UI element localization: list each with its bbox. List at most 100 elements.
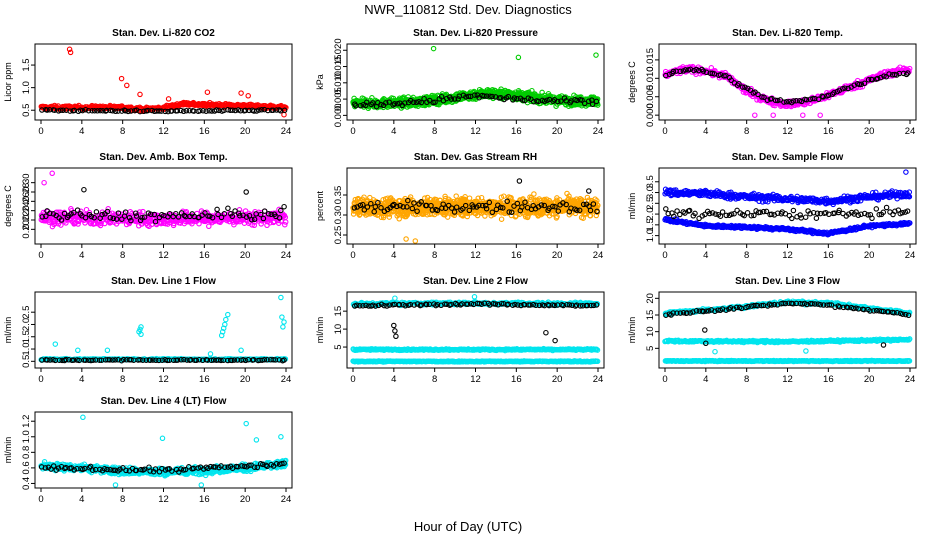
points [350, 178, 601, 244]
data-point [180, 108, 187, 115]
data-point [421, 95, 427, 102]
data-point [119, 108, 125, 114]
x-tick-label: 0 [662, 250, 667, 261]
x-tick-label: 16 [199, 126, 210, 137]
y-axis-label: ml/min [627, 193, 637, 220]
data-point [103, 107, 110, 114]
data-point [369, 100, 376, 106]
data-point [883, 204, 890, 211]
x-tick-label: 20 [240, 126, 251, 137]
plot-frame [34, 167, 293, 245]
data-point [158, 108, 165, 114]
data-point [256, 107, 262, 113]
data-point [282, 219, 289, 225]
y-tick-label: 0.015 [645, 48, 656, 72]
data-point [281, 111, 287, 118]
data-point [79, 107, 86, 114]
data-point [82, 106, 89, 113]
x-tick-label: 4 [703, 250, 708, 261]
x-tick-label: 24 [281, 126, 292, 137]
data-point [165, 96, 172, 102]
x-tick-label: 0 [350, 250, 355, 261]
x-tick-label: 0 [662, 126, 667, 137]
data-point [156, 108, 162, 114]
x-tick-label: 12 [158, 126, 169, 137]
y-tick-label: 3.5 [645, 175, 656, 188]
data-point [283, 104, 289, 111]
plot-frame [658, 167, 917, 245]
points [38, 46, 289, 118]
series-blue [662, 215, 913, 238]
data-point [242, 107, 249, 114]
data-point [471, 92, 478, 98]
data-point [515, 54, 522, 61]
series-black [663, 204, 911, 222]
data-point [125, 108, 131, 115]
y-tick-label: 0.020 [333, 38, 344, 62]
data-point [41, 179, 47, 186]
data-point [122, 108, 129, 114]
y-axis-label: kPa [315, 74, 325, 90]
x-tick-label: 12 [158, 250, 169, 261]
chart-panel: Stan. Dev. Amb. Box Temp.0 4 8 12 16 20 240.20… [3, 152, 293, 261]
data-point [213, 107, 220, 113]
data-point [137, 91, 143, 98]
data-point [873, 206, 880, 212]
x-tick-label: 8 [120, 250, 125, 261]
chart-panel: Stan. Dev. Gas Stream RH0 4 8 12 16 20 240.250… [315, 152, 605, 261]
y-tick-label: 0.30 [21, 173, 32, 192]
data-point [49, 170, 55, 177]
data-point [60, 107, 66, 114]
y-axis-label: degrees C [627, 61, 637, 103]
data-point [200, 107, 206, 114]
panel-title: Stan. Dev. Sample Flow [732, 152, 844, 163]
data-point [719, 209, 726, 215]
data-point [790, 207, 797, 214]
panel-title: Stan. Dev. Line 1 Flow [111, 276, 216, 287]
x-tick-label: 20 [240, 250, 251, 261]
x-tick-label: 0 [38, 126, 43, 137]
points [350, 45, 601, 112]
data-point [531, 191, 537, 197]
data-point [162, 108, 168, 115]
data-point [281, 107, 288, 114]
data-point [412, 238, 419, 244]
data-point [586, 188, 592, 194]
data-point [448, 96, 455, 102]
data-point [432, 99, 438, 105]
series-red [38, 46, 289, 118]
data-point [232, 107, 239, 114]
data-point [107, 107, 114, 114]
data-point [97, 107, 103, 114]
x-tick-label: 20 [552, 250, 563, 261]
x-tick-label: 4 [391, 250, 396, 261]
data-point [430, 45, 437, 52]
data-point [416, 98, 422, 105]
x-tick-label: 8 [432, 126, 437, 137]
points [38, 294, 289, 364]
data-point [227, 107, 234, 114]
x-tick-label: 16 [511, 126, 522, 137]
data-point [265, 107, 271, 114]
figure-title: NWR_110812 Std. Dev. Diagnostics [364, 2, 572, 17]
x-tick-label: 24 [593, 250, 604, 261]
data-point [752, 112, 758, 118]
data-point [378, 101, 384, 108]
data-point [368, 101, 375, 108]
x-tick-label: 12 [470, 126, 481, 137]
data-point [451, 96, 458, 102]
data-point [183, 107, 190, 114]
x-tick-label: 16 [511, 250, 522, 261]
data-point [855, 212, 862, 219]
data-point [243, 189, 249, 195]
points [38, 170, 289, 230]
data-point [770, 112, 776, 118]
series-black [39, 106, 288, 115]
x-tick-label: 8 [744, 126, 749, 137]
x-tick-label: 24 [905, 126, 916, 137]
data-point [124, 82, 130, 89]
